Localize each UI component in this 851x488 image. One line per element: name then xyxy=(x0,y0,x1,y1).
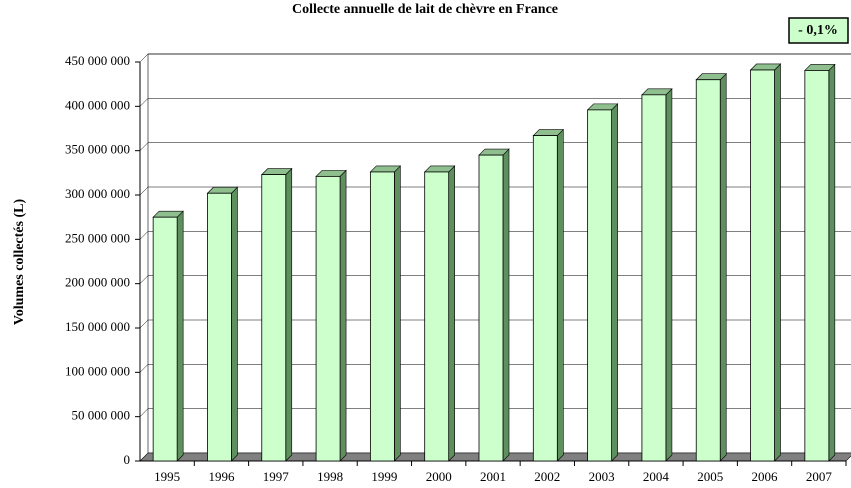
x-tick-label: 1996 xyxy=(208,469,235,484)
bar-side xyxy=(719,73,727,462)
x-tick-label: 2007 xyxy=(806,469,833,484)
bar-side xyxy=(502,148,510,462)
bar-side xyxy=(176,210,184,462)
x-tick-label: 2004 xyxy=(643,469,670,484)
y-tick-label: 400 000 000 xyxy=(65,97,130,112)
grid-line xyxy=(139,231,851,240)
bar xyxy=(424,171,450,462)
y-tick-label: 150 000 000 xyxy=(65,319,130,334)
bar xyxy=(641,94,667,462)
bar xyxy=(478,154,504,462)
bar xyxy=(750,69,775,462)
bar-side xyxy=(231,186,238,462)
y-tick-label: 250 000 000 xyxy=(65,230,130,245)
grid-line xyxy=(139,186,851,196)
bar-side xyxy=(774,63,781,462)
annotation-box xyxy=(788,17,849,44)
x-tick-label: 1998 xyxy=(317,469,343,484)
bar-side xyxy=(665,88,673,462)
bar xyxy=(261,174,287,462)
bar-side xyxy=(339,169,347,462)
x-tick-label: 2006 xyxy=(752,469,779,484)
chart-title: Collecte annuelle de lait de chèvre en F… xyxy=(292,2,558,17)
y-tick-label: 100 000 000 xyxy=(65,363,130,378)
grid-line xyxy=(139,275,851,284)
y-tick-label: 50 000 000 xyxy=(72,408,131,423)
grid-line xyxy=(139,53,851,63)
bar xyxy=(804,70,830,462)
x-tick-label: 2005 xyxy=(697,469,723,484)
bar xyxy=(587,109,613,462)
bar-side xyxy=(611,103,618,462)
x-tick-label: 1997 xyxy=(263,469,290,484)
y-axis-label: Volumes collectés (L) xyxy=(12,199,27,326)
bar-side xyxy=(285,167,293,462)
x-tick-label: 2003 xyxy=(589,469,615,484)
bar-side xyxy=(394,165,401,462)
bar xyxy=(315,175,341,462)
y-tick-label: 200 000 000 xyxy=(65,275,130,290)
y-tick-label: 450 000 000 xyxy=(65,53,130,68)
bar xyxy=(369,171,395,462)
y-tick-label: 0 xyxy=(124,452,131,467)
grid-line xyxy=(139,142,851,151)
x-tick-label: 1995 xyxy=(154,469,180,484)
x-tick-label: 2000 xyxy=(426,469,452,484)
bar xyxy=(207,192,232,462)
bar xyxy=(532,135,558,462)
grid-line xyxy=(139,319,851,329)
grid-line xyxy=(139,408,851,417)
x-tick-label: 2001 xyxy=(480,469,506,484)
annotation: - 0,1% xyxy=(798,23,838,38)
x-tick-label: 1999 xyxy=(371,469,397,484)
y-tick-label: 300 000 000 xyxy=(65,186,130,201)
x-tick-label: 2002 xyxy=(534,469,560,484)
bar xyxy=(695,79,721,462)
bar-side xyxy=(557,128,564,462)
grid-line xyxy=(139,364,851,373)
bar-side xyxy=(828,63,836,462)
y-tick-label: 350 000 000 xyxy=(65,142,130,157)
bar-side xyxy=(448,165,455,462)
grid-line xyxy=(139,98,851,107)
bar xyxy=(152,216,178,462)
